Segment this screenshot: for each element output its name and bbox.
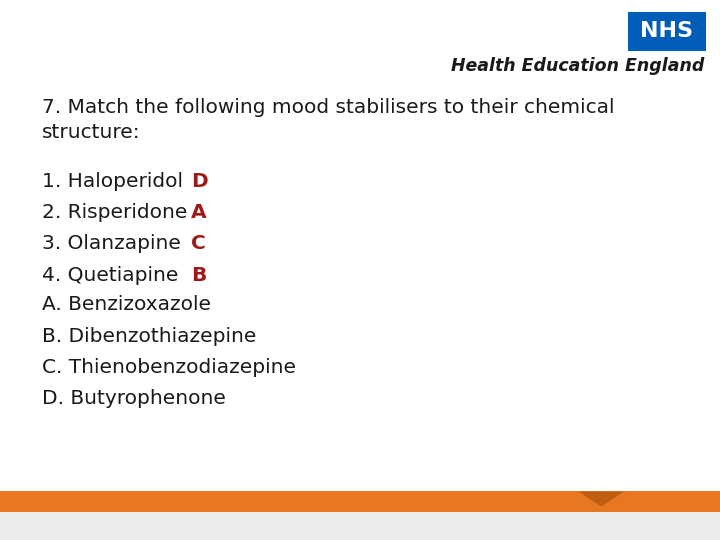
- Text: D: D: [191, 172, 207, 191]
- Text: 4. Quetiapine: 4. Quetiapine: [42, 266, 178, 285]
- Text: Health Education England: Health Education England: [451, 57, 704, 75]
- Text: B: B: [191, 266, 206, 285]
- Text: A. Benzizoxazole: A. Benzizoxazole: [42, 295, 211, 314]
- Text: structure:: structure:: [42, 123, 140, 142]
- Polygon shape: [578, 491, 624, 507]
- Text: NHS: NHS: [640, 21, 693, 42]
- Text: C: C: [191, 234, 205, 253]
- Text: D. Butyrophenone: D. Butyrophenone: [42, 389, 225, 408]
- Text: 7. Match the following mood stabilisers to their chemical: 7. Match the following mood stabilisers …: [42, 98, 614, 117]
- Bar: [0, 491, 720, 540]
- Text: B. Dibenzothiazepine: B. Dibenzothiazepine: [42, 327, 256, 346]
- Text: 1. Haloperidol: 1. Haloperidol: [42, 172, 183, 191]
- Text: C. Thienobenzodiazepine: C. Thienobenzodiazepine: [42, 358, 296, 377]
- FancyBboxPatch shape: [628, 12, 706, 51]
- Text: 3. Olanzapine: 3. Olanzapine: [42, 234, 181, 253]
- Text: 2. Risperidone: 2. Risperidone: [42, 203, 187, 222]
- Bar: [0, 491, 720, 512]
- Text: A: A: [191, 203, 207, 222]
